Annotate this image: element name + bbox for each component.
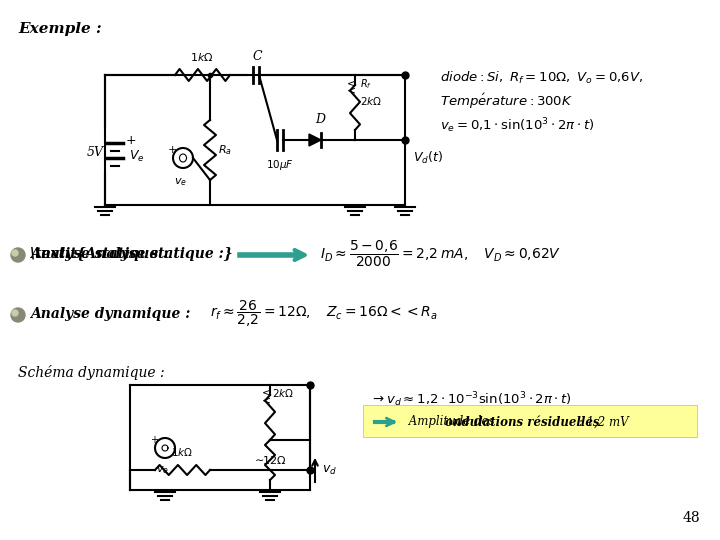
Text: $V_d(t)$: $V_d(t)$ [413,150,443,166]
Text: $v_e$: $v_e$ [174,176,187,188]
Polygon shape [309,134,321,146]
Circle shape [12,250,18,256]
Text: $r_f \approx \dfrac{26}{2{,}2} = 12\Omega, \quad Z_c = 16\Omega << R_a$: $r_f \approx \dfrac{26}{2{,}2} = 12\Omeg… [210,299,438,329]
Text: <: < [347,78,356,88]
Text: $v_e = 0{,}1 \cdot \sin\!\left(10^3 \cdot 2\pi \cdot t\right)$: $v_e = 0{,}1 \cdot \sin\!\left(10^3 \cdo… [440,116,594,134]
Text: Analyse dynamique :: Analyse dynamique : [30,307,190,321]
Circle shape [11,248,25,262]
Text: $Temp\acute{e}rature : 300K$: $Temp\acute{e}rature : 300K$ [440,92,573,111]
Text: Amplitude des: Amplitude des [405,415,498,429]
Text: $V_e$: $V_e$ [129,148,145,164]
Text: $v_d$: $v_d$ [322,463,337,476]
Text: $1k\Omega$: $1k\Omega$ [190,51,214,63]
Text: 5V: 5V [87,146,104,159]
Text: $2k\Omega$: $2k\Omega$ [272,387,294,399]
Text: Exemple :: Exemple : [18,22,102,36]
Text: $2k\Omega$: $2k\Omega$ [360,95,382,107]
Text: $10\mu F$: $10\mu F$ [266,158,294,172]
Text: $1k\Omega$: $1k\Omega$ [171,446,193,458]
Text: 48: 48 [683,511,700,525]
Text: +: + [168,145,177,155]
Text: \textit{Analyse statique :}: \textit{Analyse statique :} [30,247,233,261]
Text: D: D [315,113,325,126]
Text: C: C [252,50,262,63]
Text: $diode: Si,\ R_f = 10\Omega,\ V_o = 0{,}6V,$: $diode: Si,\ R_f = 10\Omega,\ V_o = 0{,}… [440,70,643,86]
FancyBboxPatch shape [363,405,697,437]
Text: $\sim\!\!12\Omega$: $\sim\!\!12\Omega$ [252,454,287,466]
Text: : 1,2 mV: : 1,2 mV [575,415,629,429]
Text: ondulations résiduelles: ondulations résiduelles [445,415,600,429]
Text: <: < [262,387,271,397]
Text: <: < [347,85,356,95]
Text: $R_f$: $R_f$ [360,77,372,91]
Text: <: < [262,395,271,405]
Text: $v_e$: $v_e$ [156,464,169,476]
Text: Schéma dynamique :: Schéma dynamique : [18,365,165,380]
Text: Analyse statique :: Analyse statique : [30,247,168,261]
Text: $R_a$: $R_a$ [218,143,232,157]
Text: $\rightarrow v_d \approx 1{,}2 \cdot 10^{-3} \sin\!\left(10^3 \cdot 2\pi \cdot t: $\rightarrow v_d \approx 1{,}2 \cdot 10^… [370,390,572,409]
Text: +: + [150,435,158,445]
Circle shape [12,310,18,316]
Circle shape [11,308,25,322]
Text: +: + [126,133,137,146]
Text: $I_D \approx \dfrac{5-0{,}6}{2000} = 2{,}2\,mA, \quad V_D \approx 0{,}62V$: $I_D \approx \dfrac{5-0{,}6}{2000} = 2{,… [320,239,562,269]
